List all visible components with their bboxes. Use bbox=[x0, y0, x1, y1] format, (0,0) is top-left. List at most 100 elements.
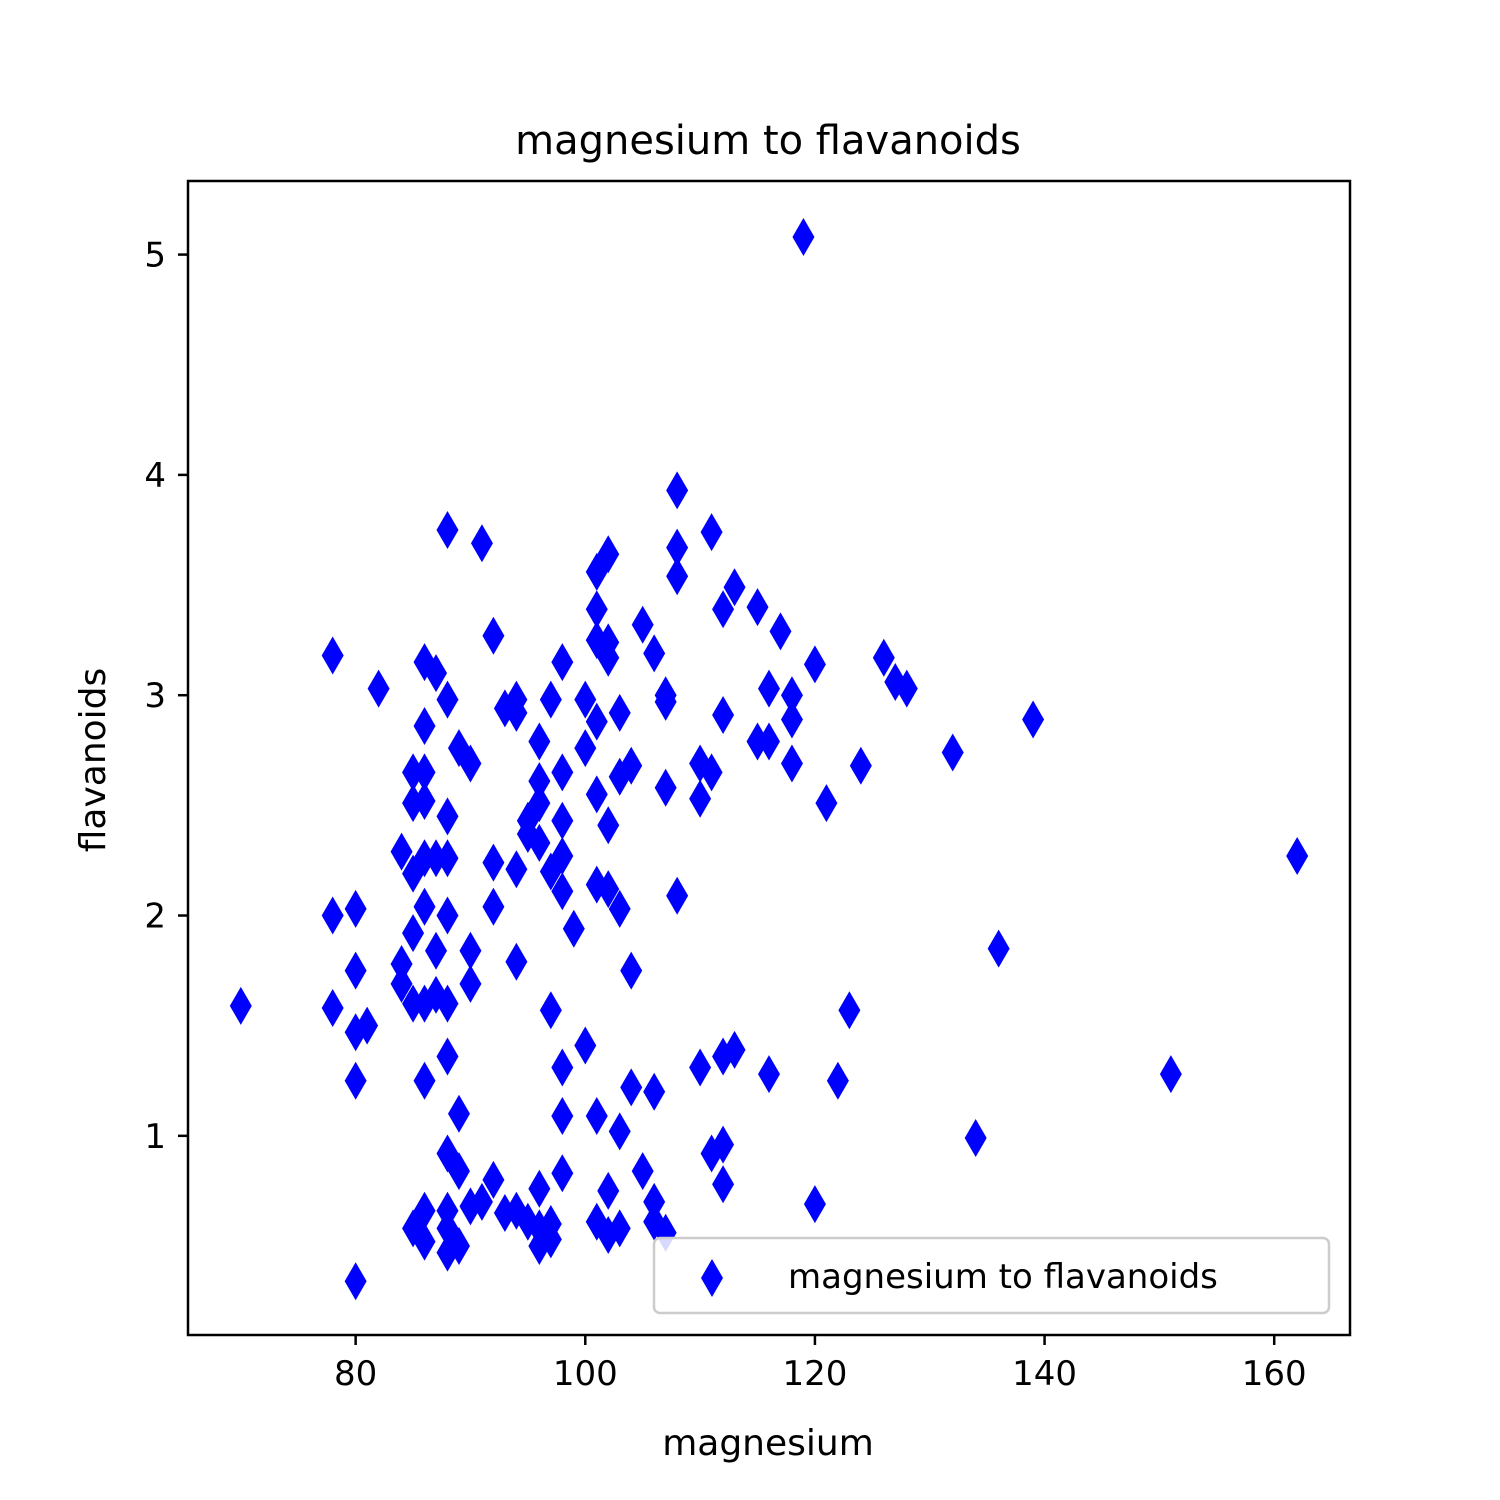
data-point bbox=[413, 1191, 436, 1230]
data-point bbox=[803, 1185, 826, 1224]
y-tick-label: 4 bbox=[144, 456, 166, 496]
plot-frame bbox=[186, 179, 1352, 1337]
y-tick-label: 1 bbox=[144, 1117, 166, 1157]
data-point bbox=[643, 634, 666, 673]
data-point bbox=[413, 839, 436, 878]
data-point bbox=[620, 951, 643, 990]
data-point bbox=[470, 1182, 493, 1221]
data-point bbox=[597, 806, 620, 845]
data-point bbox=[551, 753, 574, 792]
data-point bbox=[425, 654, 448, 693]
data-point bbox=[436, 984, 459, 1023]
data-point bbox=[758, 669, 780, 708]
data-point bbox=[643, 1072, 666, 1111]
data-point bbox=[425, 839, 448, 878]
data-point bbox=[459, 931, 482, 970]
data-point bbox=[528, 823, 551, 862]
data-point bbox=[689, 1048, 712, 1087]
data-point bbox=[746, 588, 769, 627]
chart-title: magnesium to flavanoids bbox=[515, 118, 1021, 164]
data-point bbox=[964, 1119, 987, 1158]
data-point bbox=[1159, 1055, 1182, 1094]
data-point bbox=[585, 1097, 608, 1136]
data-point bbox=[700, 513, 723, 552]
data-point bbox=[551, 801, 574, 840]
data-point bbox=[608, 1112, 631, 1151]
data-point bbox=[551, 872, 574, 911]
data-point bbox=[493, 689, 516, 728]
data-point bbox=[643, 1182, 666, 1221]
data-point bbox=[780, 676, 803, 715]
data-point bbox=[631, 605, 654, 644]
data-point bbox=[344, 1061, 367, 1100]
data-point bbox=[666, 557, 689, 596]
data-point bbox=[482, 887, 505, 926]
data-point bbox=[390, 964, 413, 1003]
data-point bbox=[505, 693, 528, 732]
data-point bbox=[505, 942, 528, 981]
data-point bbox=[815, 784, 838, 823]
data-point bbox=[436, 839, 459, 878]
data-point bbox=[562, 909, 585, 948]
data-point bbox=[402, 984, 425, 1023]
data-point bbox=[666, 471, 689, 510]
data-point bbox=[447, 1226, 470, 1265]
data-point bbox=[712, 1125, 735, 1164]
data-point bbox=[712, 696, 735, 735]
axes: 80 100 120 140 160 1 2 3 4 5 bbox=[144, 236, 1306, 1394]
data-point bbox=[689, 779, 712, 818]
data-point bbox=[780, 744, 803, 783]
data-point bbox=[838, 991, 861, 1030]
data-point bbox=[447, 1094, 470, 1133]
y-tick-label: 2 bbox=[144, 897, 166, 937]
data-point bbox=[712, 1165, 735, 1204]
data-point bbox=[551, 643, 574, 682]
data-point bbox=[987, 929, 1010, 968]
data-point bbox=[597, 870, 620, 909]
data-point bbox=[459, 744, 482, 783]
data-point bbox=[723, 1030, 746, 1069]
data-point bbox=[585, 702, 608, 741]
data-point bbox=[1286, 837, 1309, 876]
data-point bbox=[413, 707, 436, 746]
data-point bbox=[390, 832, 413, 871]
y-tick-label: 5 bbox=[144, 236, 166, 276]
data-point bbox=[780, 700, 803, 739]
data-point bbox=[666, 528, 689, 567]
data-point bbox=[551, 1154, 574, 1193]
data-point bbox=[895, 669, 918, 708]
data-point bbox=[631, 1152, 654, 1191]
y-axis-label: flavanoids bbox=[73, 668, 114, 853]
data-point bbox=[402, 914, 425, 953]
data-point bbox=[321, 636, 344, 675]
data-point bbox=[574, 680, 597, 719]
data-point bbox=[620, 1068, 643, 1107]
data-point bbox=[356, 1006, 379, 1045]
data-point bbox=[436, 680, 459, 719]
data-point bbox=[758, 1055, 780, 1094]
data-point bbox=[367, 669, 390, 708]
data-point bbox=[425, 931, 448, 970]
data-point bbox=[826, 1061, 849, 1100]
data-point bbox=[585, 590, 608, 629]
data-point bbox=[941, 733, 964, 772]
data-point bbox=[551, 837, 574, 876]
data-point bbox=[344, 1262, 367, 1301]
data-point bbox=[436, 1037, 459, 1076]
data-point bbox=[229, 986, 252, 1025]
data-point bbox=[413, 1061, 436, 1100]
data-point bbox=[597, 1171, 620, 1210]
data-point bbox=[344, 951, 367, 990]
legend-label: magnesium to flavanoids bbox=[788, 1257, 1218, 1297]
data-point bbox=[459, 964, 482, 1003]
data-point bbox=[803, 645, 826, 684]
data-point bbox=[436, 797, 459, 836]
data-point bbox=[551, 1097, 574, 1136]
data-point bbox=[482, 843, 505, 882]
legend-marker bbox=[701, 1259, 723, 1297]
data-point bbox=[436, 896, 459, 935]
data-point bbox=[321, 896, 344, 935]
data-point bbox=[528, 1169, 551, 1208]
data-point bbox=[666, 876, 689, 915]
